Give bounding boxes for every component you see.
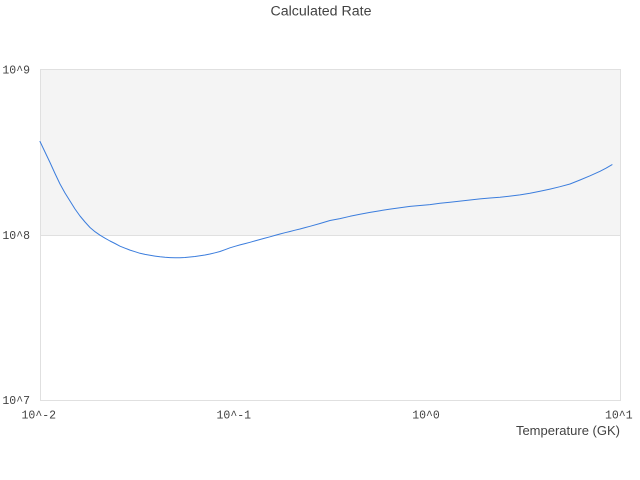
svg-text:Calculated Rate: Calculated Rate [271, 4, 372, 20]
svg-text:10^7: 10^7 [2, 395, 30, 408]
svg-text:10^9: 10^9 [2, 64, 30, 77]
svg-text:10^-1: 10^-1 [217, 409, 252, 422]
svg-text:10^1: 10^1 [605, 409, 633, 422]
svg-text:10^8: 10^8 [2, 230, 30, 243]
svg-text:10^-2: 10^-2 [22, 409, 57, 422]
svg-text:Temperature (GK): Temperature (GK) [516, 423, 620, 438]
svg-text:10^0: 10^0 [412, 409, 440, 422]
